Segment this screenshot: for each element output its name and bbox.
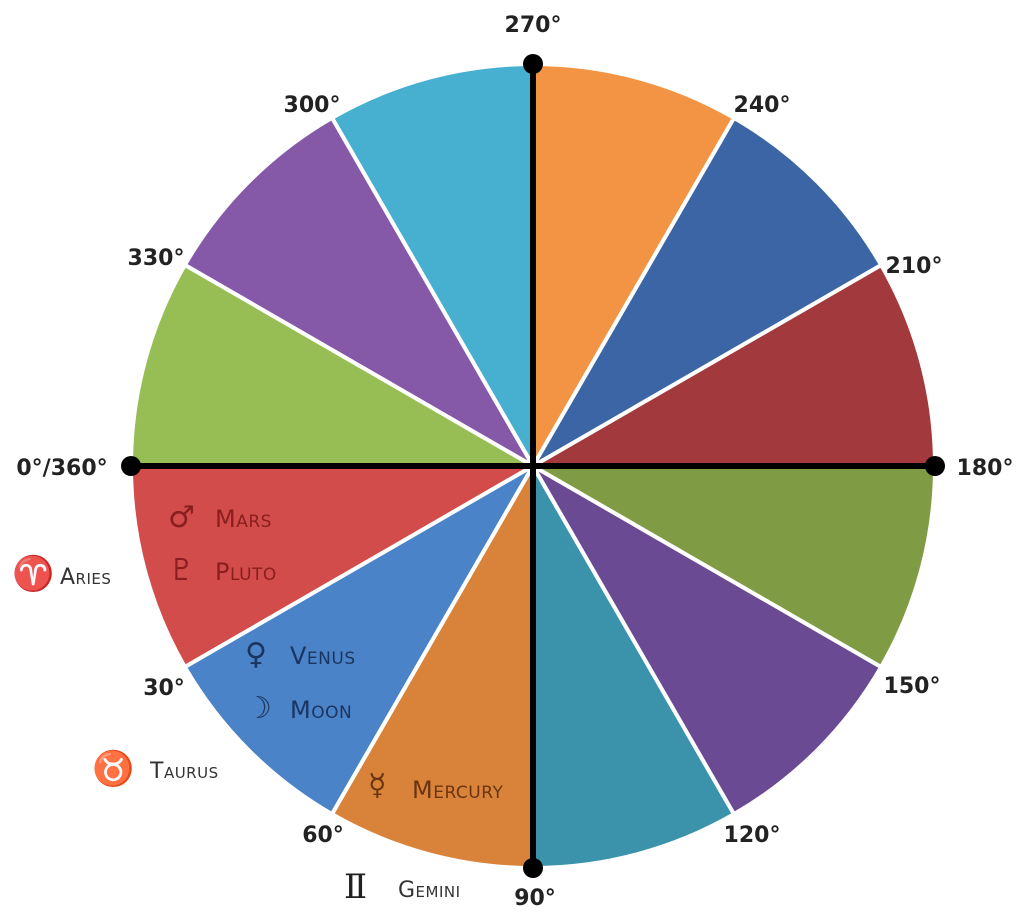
degree-label: 30° [143, 676, 185, 701]
wheel-sector [531, 464, 736, 870]
planet-mars: ♂ Mars [168, 500, 272, 535]
degree-label: 270° [505, 13, 562, 38]
axis-endpoint-180 [925, 456, 945, 476]
mars-symbol-icon: ♂ [168, 500, 195, 535]
degree-label: 240° [734, 93, 791, 118]
degree-label: 180° [957, 456, 1014, 481]
pluto-symbol-icon: ♇ [168, 553, 195, 588]
gemini-symbol-icon: Ⅱ [344, 867, 367, 907]
moon-symbol-icon: ☽ [245, 691, 272, 726]
wheel-sector [531, 115, 884, 468]
wheel-sector [182, 464, 535, 817]
wheel-sector [531, 263, 937, 468]
venus-symbol-icon: ♀ [245, 637, 267, 672]
sign-name: Aries [60, 565, 111, 590]
axis-endpoint-270 [523, 54, 543, 74]
taurus-symbol-icon: ♉ [92, 749, 134, 789]
degree-label: 150° [884, 674, 941, 699]
wheel-sectors [129, 62, 937, 870]
degree-label: 120° [724, 823, 781, 848]
wheel-sector [182, 115, 535, 468]
degree-label: 210° [886, 254, 943, 279]
planet-name: Mercury [412, 776, 503, 804]
axis-endpoint-90 [523, 858, 543, 878]
axis-endpoint-0 [121, 456, 141, 476]
wheel-sector [129, 263, 535, 468]
sign-name: Gemini [398, 878, 461, 903]
wheel-sector [531, 464, 884, 817]
degree-labels: 0°/360° 30° 60° 90° 120° 150° 180° 210° 240° 270°… [16, 13, 1013, 911]
mercury-symbol-icon: ☿ [368, 768, 386, 803]
wheel-sector [531, 464, 937, 669]
planet-name: Venus [290, 642, 356, 670]
sign-aries: ♈ Aries [12, 554, 111, 594]
wheel-sector [531, 62, 736, 468]
planet-name: Mars [215, 505, 272, 533]
sign-gemini: Ⅱ Gemini [344, 867, 461, 907]
sign-taurus: ♉ Taurus [92, 749, 219, 789]
wheel-axes [121, 54, 945, 878]
planet-venus: ♀ Venus [245, 637, 356, 672]
sign-name: Taurus [149, 759, 219, 784]
planet-name: Pluto [215, 558, 277, 586]
wheel-sector [330, 62, 535, 468]
degree-label: 90° [514, 886, 556, 911]
degree-label: 330° [128, 246, 185, 271]
planet-moon: ☽ Moon [245, 691, 352, 726]
planet-pluto: ♇ Pluto [168, 553, 277, 588]
planet-name: Moon [290, 696, 352, 724]
aries-symbol-icon: ♈ [12, 554, 54, 594]
wheel-sector [129, 464, 535, 669]
degree-label: 0°/360° [16, 456, 107, 481]
wheel-sector [330, 464, 535, 870]
planet-mercury: ☿ Mercury [368, 768, 503, 804]
degree-label: 300° [284, 93, 341, 118]
degree-label: 60° [302, 823, 344, 848]
